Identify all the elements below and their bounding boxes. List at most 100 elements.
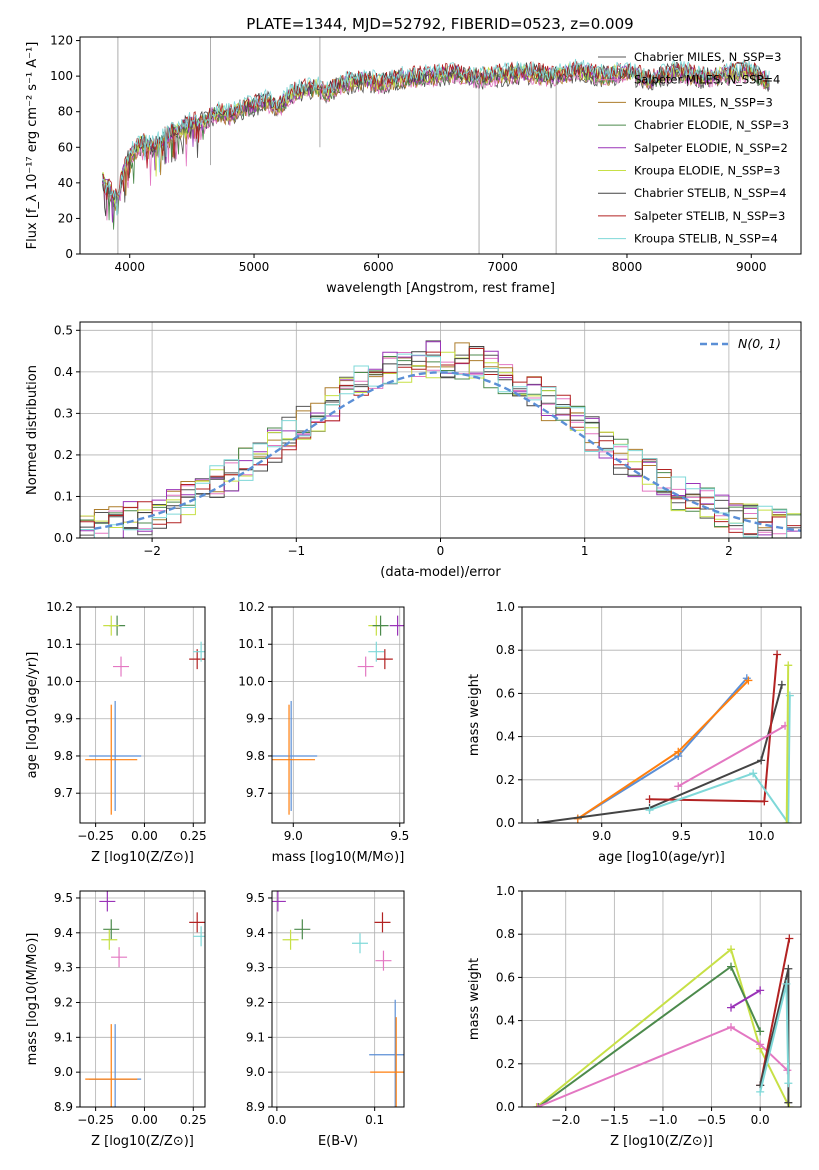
y-tick-label: 20 <box>58 211 73 225</box>
plot-area-residuals <box>80 340 801 538</box>
legend-entry: Chabrier MILES, N_SSP=3 <box>634 50 781 64</box>
axes-frame <box>79 606 206 824</box>
plot-area-weight-vs-age <box>533 650 794 823</box>
data-point <box>785 1103 794 1107</box>
data-point <box>773 650 782 659</box>
axes-frame <box>79 36 802 255</box>
y-tick-label: 10.2 <box>238 600 265 614</box>
x-tick-label: 9.0 <box>592 829 611 843</box>
x-tick-label: 6000 <box>363 260 394 274</box>
x-tick-label: −0.25 <box>77 1113 114 1127</box>
x-tick-label: 9.5 <box>672 829 691 843</box>
axes-frame <box>521 606 802 824</box>
axes-frame <box>271 606 405 824</box>
x-tick-label: 5000 <box>239 260 270 274</box>
panel-weight-vs-age: 9.0 9.5 10.0 0.0 0.2 0.4 0.6 0.8 1.0 age [log10(a… <box>467 600 802 865</box>
y-tick-label: 0.5 <box>54 323 73 337</box>
y-tick-label: 100 <box>50 69 73 83</box>
y-tick-label: 80 <box>58 105 73 119</box>
legend-entry: Chabrier ELODIE, N_SSP=3 <box>634 118 789 132</box>
x-tick-label: 0 <box>437 544 445 558</box>
y-tick-label: 9.4 <box>54 926 73 940</box>
y-tick-label: 0.1 <box>54 489 73 503</box>
legend: Chabrier MILES, N_SSP=3 Salpeter MILES, N… <box>598 50 789 246</box>
x-tick-label: 1 <box>581 544 589 558</box>
y-tick-label: 0.6 <box>496 686 515 700</box>
legend-entry: Kroupa STELIB, N_SSP=4 <box>634 232 778 246</box>
normal-curve <box>94 371 801 532</box>
y-tick-label: 10.1 <box>46 637 73 651</box>
data-point <box>645 806 654 815</box>
data-point <box>756 1040 765 1049</box>
y-tick-label: 9.2 <box>246 995 265 1009</box>
y-axis-label: Normed distribution <box>25 365 40 495</box>
y-axis-label: mass weight <box>467 674 482 756</box>
panel-age-vs-mass: 9.0 9.5 9.7 9.8 9.9 10.0 10.1 10.2 mass [log10(M… <box>238 600 409 865</box>
x-tick-label: 0.25 <box>180 829 207 843</box>
y-tick-label: 0.6 <box>496 970 515 984</box>
y-tick-label: 8.9 <box>246 1100 265 1114</box>
y-tick-label: 0.0 <box>496 1100 515 1114</box>
y-tick-label: 1.0 <box>496 884 515 898</box>
y-axis-label: age [log10(age/yr)] <box>25 652 40 779</box>
y-tick-label: 0.4 <box>54 365 73 379</box>
plot-area-age-vs-Z <box>85 615 205 815</box>
y-tick-label: 9.9 <box>54 712 73 726</box>
plot-area-weight-vs-Z <box>532 934 794 1107</box>
data-point <box>784 1079 793 1088</box>
y-tick-label: 9.5 <box>246 891 265 905</box>
y-tick-label: 9.0 <box>246 1065 265 1079</box>
data-point <box>782 819 791 823</box>
y-tick-label: 10.0 <box>46 674 73 688</box>
panel-weight-vs-Z: −2.0 −1.5 −1.0 −0.5 0.0 0.0 0.2 0.4 0.6 0.8 1.0 Z [… <box>467 884 802 1149</box>
series-line <box>677 724 786 788</box>
y-tick-label: 0.0 <box>496 816 515 830</box>
data-point <box>756 986 765 995</box>
series-line <box>537 1025 789 1107</box>
histogram-step <box>80 353 801 538</box>
legend-entry: Kroupa MILES, N_SSP=3 <box>634 95 773 109</box>
series-line <box>649 695 791 823</box>
y-tick-label: 10.0 <box>238 674 265 688</box>
data-point <box>756 1027 765 1036</box>
y-axis-label: Flux [f_λ 10⁻¹⁷ erg cm⁻² s⁻¹ A⁻¹] <box>25 42 40 250</box>
legend-entry: Kroupa ELODIE, N_SSP=3 <box>634 164 780 178</box>
x-tick-label: 0.00 <box>131 829 158 843</box>
spectrum-line <box>102 58 770 216</box>
x-axis-label: wavelength [Angstrom, rest frame] <box>326 281 555 296</box>
series-line <box>537 965 762 1107</box>
data-point <box>784 1098 793 1107</box>
y-tick-label: 9.7 <box>54 786 73 800</box>
x-tick-label: −2 <box>143 544 161 558</box>
x-tick-label: 0.25 <box>180 1113 207 1127</box>
x-tick-label: 4000 <box>114 260 145 274</box>
y-axis-label: mass [log10(M/M⊙)] <box>25 933 40 1066</box>
y-tick-label: 9.1 <box>246 1030 265 1044</box>
data-point <box>533 819 542 823</box>
x-axis-label: mass [log10(M/M⊙)] <box>272 850 405 865</box>
x-tick-label: 0.1 <box>365 1113 384 1127</box>
data-point <box>784 964 793 973</box>
legend-entry: Salpeter ELODIE, N_SSP=2 <box>634 141 788 155</box>
y-tick-label: 0.4 <box>496 1014 515 1028</box>
x-tick-label: 2 <box>725 544 733 558</box>
data-point <box>749 769 758 778</box>
x-tick-label: −1.5 <box>600 1113 629 1127</box>
data-point <box>674 747 683 756</box>
data-point <box>784 661 793 670</box>
x-axis-label: Z [log10(Z/Z⊙)] <box>610 1134 713 1149</box>
data-point <box>674 782 683 791</box>
y-tick-label: 120 <box>50 34 73 48</box>
series-line <box>730 989 761 1009</box>
x-axis-label: (data-model)/error <box>380 565 501 580</box>
data-point <box>757 756 766 765</box>
y-tick-label: 8.9 <box>54 1100 73 1114</box>
data-point <box>533 1103 542 1107</box>
series-line <box>577 677 748 820</box>
data-point <box>760 797 769 806</box>
y-tick-label: 9.0 <box>54 1065 73 1079</box>
x-tick-label: 9000 <box>736 260 767 274</box>
y-tick-label: 9.9 <box>246 712 265 726</box>
x-tick-label: 10.0 <box>748 829 775 843</box>
y-tick-label: 0 <box>65 247 73 261</box>
